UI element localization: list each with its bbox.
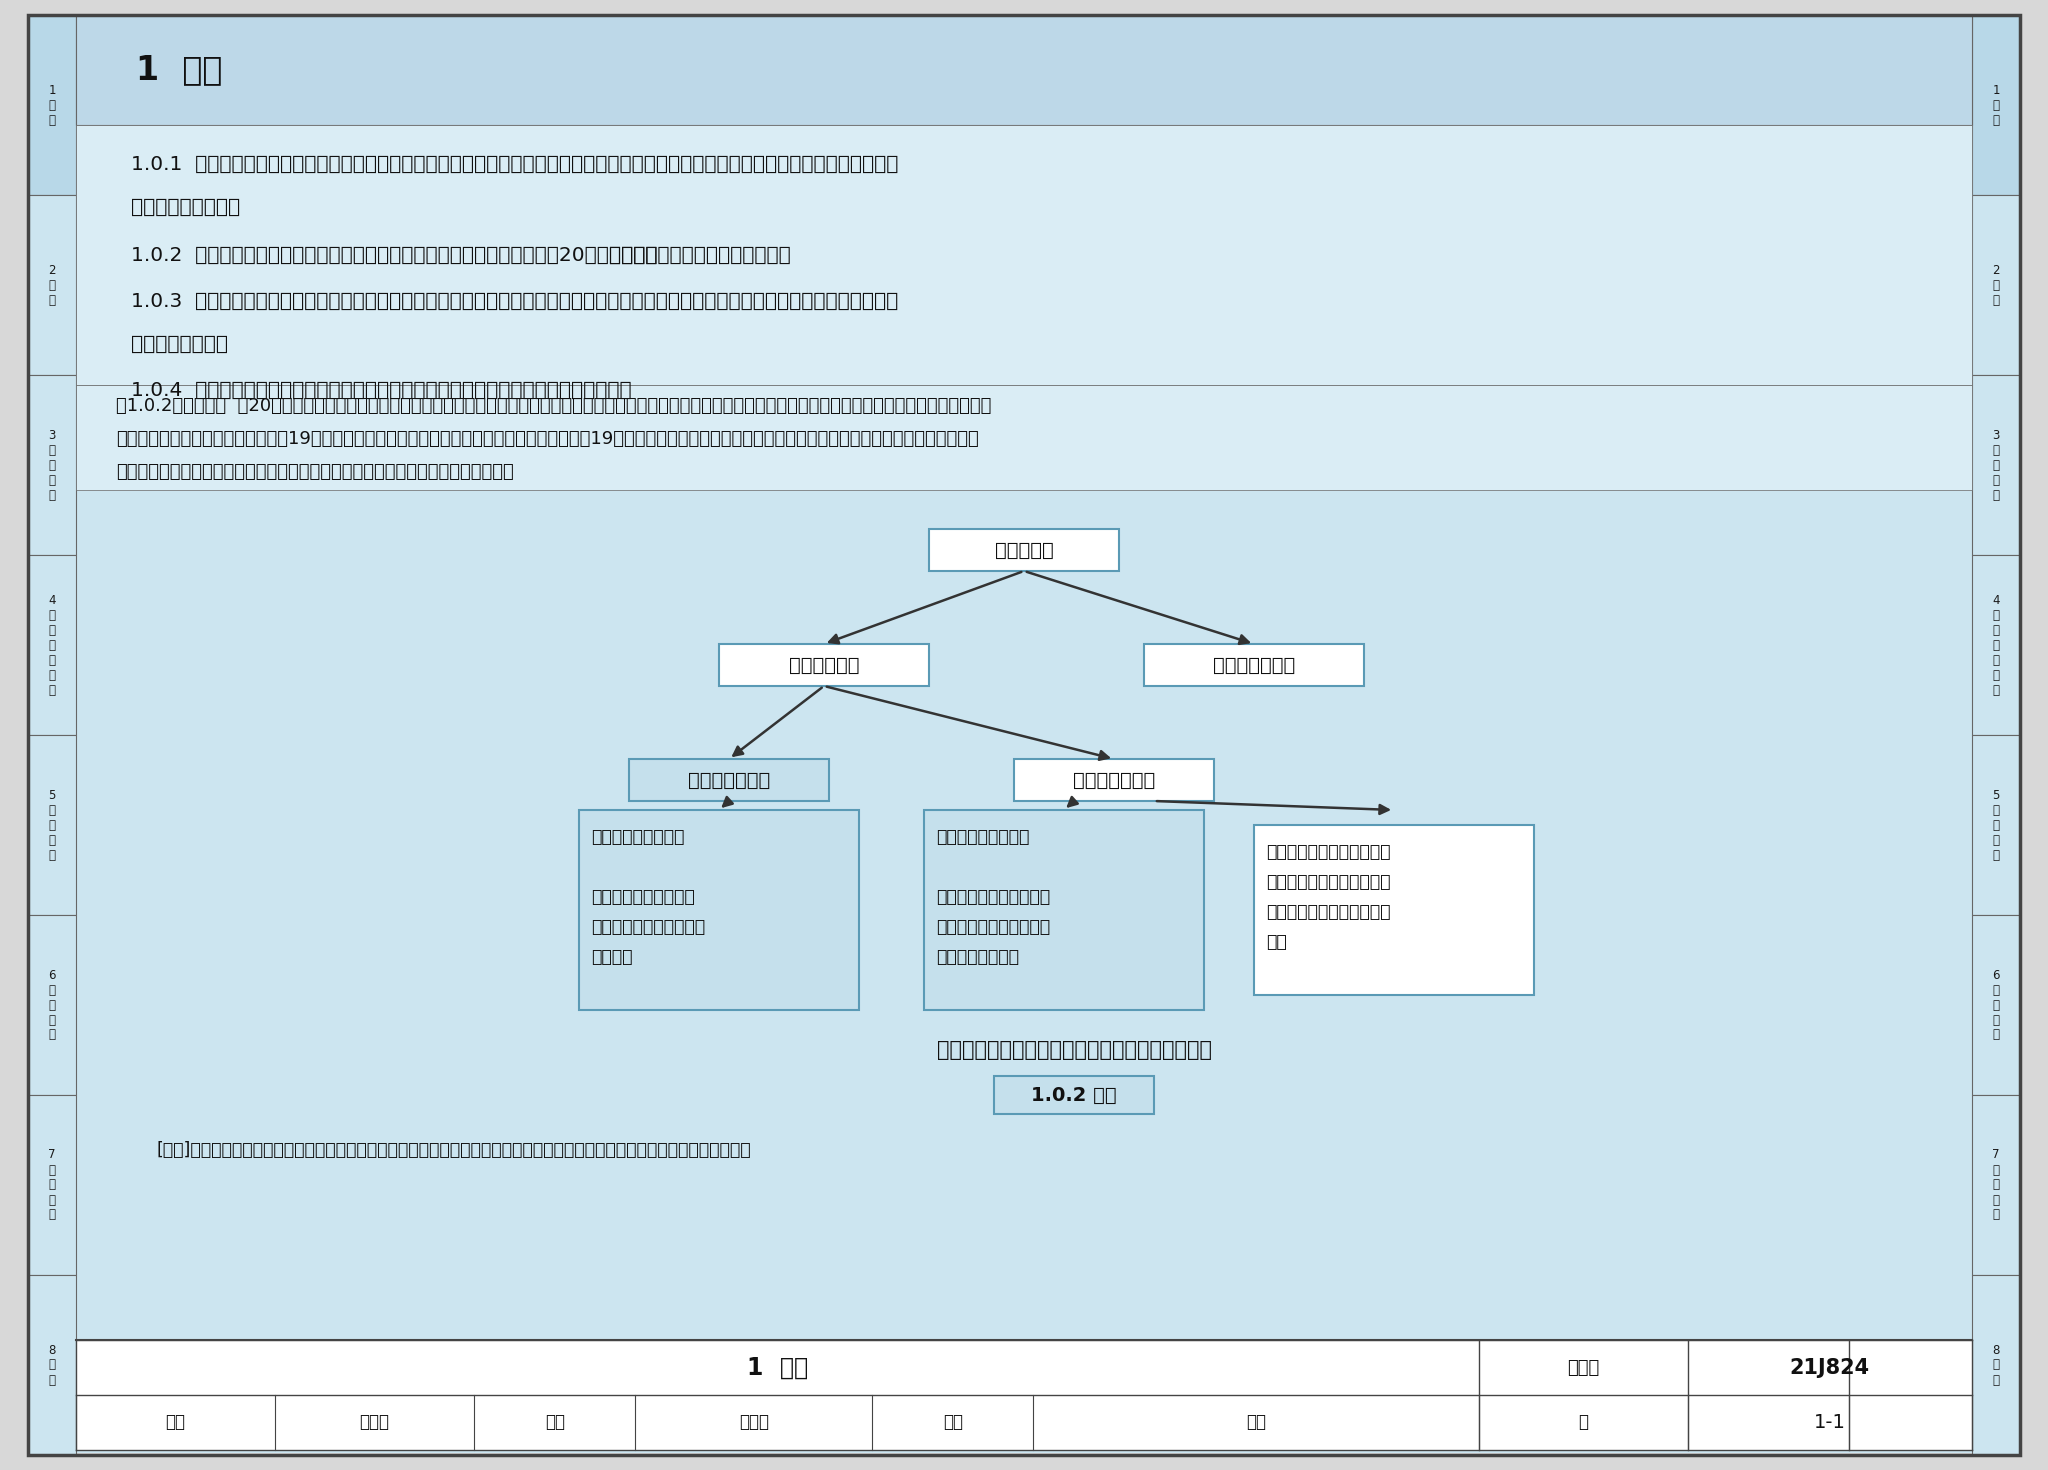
Text: 卫大可: 卫大可 [360, 1414, 389, 1432]
Bar [29, 196, 76, 375]
Bar [29, 1274, 76, 1455]
Bar [1145, 644, 1364, 686]
Text: 1.0.2 图示: 1.0.2 图示 [1032, 1085, 1116, 1104]
Text: 养老服务设施: 养老服务设施 [788, 656, 860, 675]
Text: 6
专
门
要
求: 6 专 门 要 求 [1993, 969, 1999, 1042]
Text: 5
建
筑
设
计: 5 建 筑 设 计 [49, 788, 55, 861]
Text: 6
专
门
要
求: 6 专 门 要 求 [49, 969, 55, 1042]
Bar [719, 644, 930, 686]
Text: 料服务有效开展。: 料服务有效开展。 [131, 335, 227, 354]
Bar [29, 735, 76, 914]
Bar [1972, 914, 2019, 1095]
Bar [29, 556, 76, 735]
Bar [1972, 1095, 2019, 1274]
Bar [1972, 735, 2019, 914]
Text: 1.0.4  老年人照料设施建筑设计除应符合本标准外，尚应符合国家现行有关标准的规定。: 1.0.4 老年人照料设施建筑设计除应符合本标准外，尚应符合国家现行有关标准的规… [131, 381, 631, 400]
Bar [1014, 759, 1214, 801]
Bar [629, 759, 829, 801]
Text: 包括：托老所、日托站、: 包括：托老所、日托站、 [936, 888, 1051, 906]
Text: 4
基
地
与
总
平
面: 4 基 地 与 总 平 面 [1993, 594, 1999, 697]
Bar [1972, 1274, 2019, 1455]
Text: 1.0.3  老年人照料设施建筑设计应符合老年人生理、心理特点，保护老年人隐私和尊严，保证老年人基本生活质量；适应运营模式，保证照: 1.0.3 老年人照料设施建筑设计应符合老年人生理、心理特点，保护老年人隐私和尊… [131, 293, 899, 312]
Text: 李弘玉: 李弘玉 [739, 1414, 768, 1432]
Bar [29, 1095, 76, 1274]
Text: 1  总则: 1 总则 [748, 1355, 809, 1379]
Text: 3
基
本
规
定: 3 基 本 规 定 [1993, 428, 1999, 501]
Text: 21J824: 21J824 [1790, 1357, 1870, 1377]
Text: 1
总
则: 1 总 则 [49, 84, 55, 126]
Text: 8
附
录: 8 附 录 [49, 1344, 55, 1386]
Bar [1972, 196, 2019, 375]
Text: 1.0.2  本标准适用于新建、改建和扩建的设计总床位数或老年人总数不少于20床（人）的老年人照料设施建筑设计。: 1.0.2 本标准适用于新建、改建和扩建的设计总床位数或老年人总数不少于20床（… [131, 245, 791, 265]
Text: 敬老院等: 敬老院等 [592, 948, 633, 966]
Text: 校对: 校对 [545, 1414, 565, 1432]
Text: 老年人全日照料设施: 老年人全日照料设施 [592, 828, 684, 847]
Text: 王锋: 王锋 [1247, 1414, 1266, 1432]
Text: 7
建
筑
设
备: 7 建 筑 设 备 [1993, 1148, 1999, 1222]
Bar [1972, 556, 2019, 735]
Text: 包括：老年养护院、养: 包括：老年养护院、养 [592, 888, 694, 906]
Text: 老年人设施: 老年人设施 [995, 541, 1053, 560]
Bar [580, 810, 858, 1010]
Text: 老年人照料设施: 老年人照料设施 [688, 770, 770, 789]
Text: 要求，制定本标准。: 要求，制定本标准。 [131, 198, 240, 218]
Text: 老年人日间照料设施: 老年人日间照料设施 [936, 828, 1030, 847]
Bar [29, 15, 76, 196]
Bar [29, 914, 76, 1095]
Bar [993, 1076, 1153, 1114]
Text: 1-1: 1-1 [1815, 1413, 1845, 1432]
Text: 【图示】: 【图示】 [608, 245, 657, 265]
Bar [1253, 825, 1534, 995]
Text: 老年人日间照料室、老年: 老年人日间照料室、老年 [936, 917, 1051, 936]
Bar [76, 1395, 1972, 1449]
Text: 图集号: 图集号 [1567, 1358, 1599, 1376]
Text: 老年活动中心、老年服务中: 老年活动中心、老年服务中 [1266, 873, 1391, 891]
Bar [76, 125, 1972, 385]
Text: 3
基
本
规
定: 3 基 本 规 定 [49, 428, 55, 501]
Text: 规模范围。设计总床位数小于或等于19床的老年人全日照料设施，以及设计老年人总数小于或等于19人的老年人日间照料设施的建筑设计可不按本标准执行。在后续运营中，老年: 规模范围。设计总床位数小于或等于19床的老年人全日照料设施，以及设计老年人总数小… [117, 431, 979, 448]
Text: 7
建
筑
设
备: 7 建 筑 设 备 [49, 1148, 55, 1222]
Text: 8
附
录: 8 附 录 [1993, 1344, 1999, 1386]
Text: 老院、老人院、福利院、: 老院、老人院、福利院、 [592, 917, 705, 936]
Text: 2
术
语: 2 术 语 [49, 263, 55, 307]
Text: 5
建
筑
设
计: 5 建 筑 设 计 [1993, 788, 1999, 861]
Text: 设计: 设计 [942, 1414, 963, 1432]
Bar [1972, 15, 2019, 196]
Text: 人照料设施的实际总床位数（老年人总数）不应超过设计总床位数（老年人总数）。: 人照料设施的实际总床位数（老年人总数）不应超过设计总床位数（老年人总数）。 [117, 463, 514, 481]
Text: 心等: 心等 [1266, 933, 1286, 951]
Bar [76, 1341, 1972, 1395]
Text: 【1.0.2条文说明】  以20床（人）作为设计总床位数（老年人总数）的下限值，是兼顾经济性、技术性及设施能力等因素，为适用于本标准的老年人照料设施建筑设计给出: 【1.0.2条文说明】 以20床（人）作为设计总床位数（老年人总数）的下限值，是… [117, 397, 991, 415]
Text: 心（站）、社区养老服务中: 心（站）、社区养老服务中 [1266, 903, 1391, 922]
Text: 包括：老年学校（大学）、: 包括：老年学校（大学）、 [1266, 842, 1391, 861]
Text: 2
术
语: 2 术 语 [1993, 263, 1999, 307]
Bar [76, 15, 1972, 125]
Text: 审核: 审核 [166, 1414, 186, 1432]
Text: 老年人居住建筑: 老年人居住建筑 [1212, 656, 1294, 675]
Text: 4
基
地
与
总
平
面: 4 基 地 与 总 平 面 [49, 594, 55, 697]
Bar [76, 385, 1972, 490]
Bar [930, 529, 1118, 570]
Bar [1972, 375, 2019, 556]
Bar [29, 375, 76, 556]
Text: 1  总则: 1 总则 [135, 53, 223, 87]
Text: 老年人活动设施: 老年人活动设施 [1073, 770, 1155, 789]
Text: 老年人照料设施在老年人设施体系中的定位示意图: 老年人照料设施在老年人设施体系中的定位示意图 [936, 1039, 1212, 1060]
Text: 1.0.1  为适应我国老年人照料设施建设发展的需要，提高老年人照料设施建筑设计质量，符合安全、健康、卫生、适用、经济、环保等基本: 1.0.1 为适应我国老年人照料设施建设发展的需要，提高老年人照料设施建筑设计质… [131, 154, 899, 173]
Bar [924, 810, 1204, 1010]
Text: 人日间照料中心等: 人日间照料中心等 [936, 948, 1020, 966]
Text: 页: 页 [1579, 1414, 1589, 1432]
Text: [注释]老年人照料设施是为老年人提供全日或日间照料服务的设施。老年人活动设施和老年人居住建筑，不属于老年人照料设施。: [注释]老年人照料设施是为老年人提供全日或日间照料服务的设施。老年人活动设施和老… [156, 1141, 752, 1158]
Text: 1
总
则: 1 总 则 [1993, 84, 1999, 126]
